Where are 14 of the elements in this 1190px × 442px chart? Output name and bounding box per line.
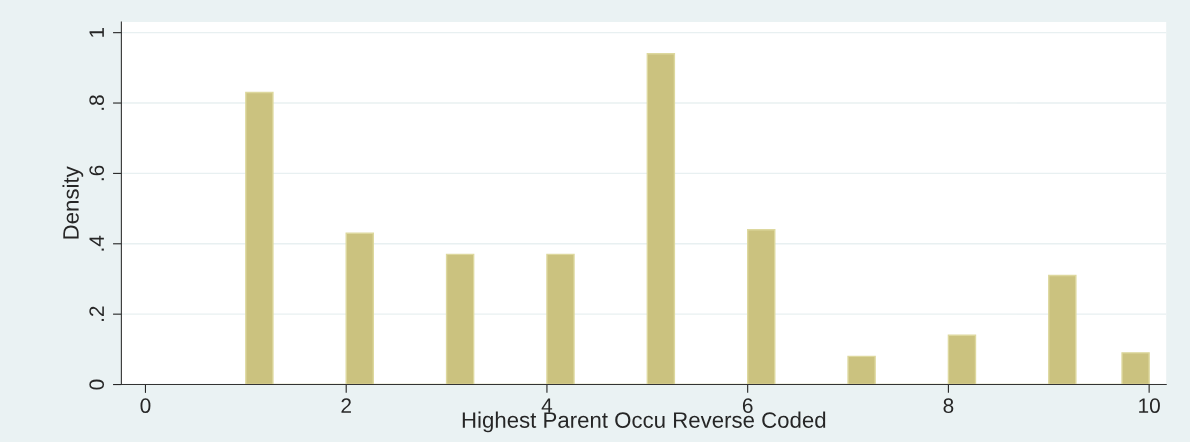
x-tick-label: 10 — [1139, 398, 1160, 414]
y-tick-label: .8 — [89, 95, 105, 110]
x-tick-label: 0 — [140, 398, 151, 414]
x-tick-label: 4 — [541, 398, 553, 413]
x-tick-label: 6 — [742, 398, 753, 414]
x-tick-label: 2 — [341, 398, 351, 413]
x-tick-label: 8 — [943, 398, 954, 414]
y-tick-label: 0 — [89, 379, 105, 390]
y-tick-label: 1 — [89, 27, 104, 37]
y-tick-label: .6 — [89, 165, 105, 181]
y-tick-label: .2 — [89, 306, 104, 321]
y-tick-label: .4 — [89, 235, 104, 251]
y-axis-title: Density — [62, 166, 84, 239]
x-axis-title: Highest Parent Occu Reverse Coded — [462, 411, 826, 433]
